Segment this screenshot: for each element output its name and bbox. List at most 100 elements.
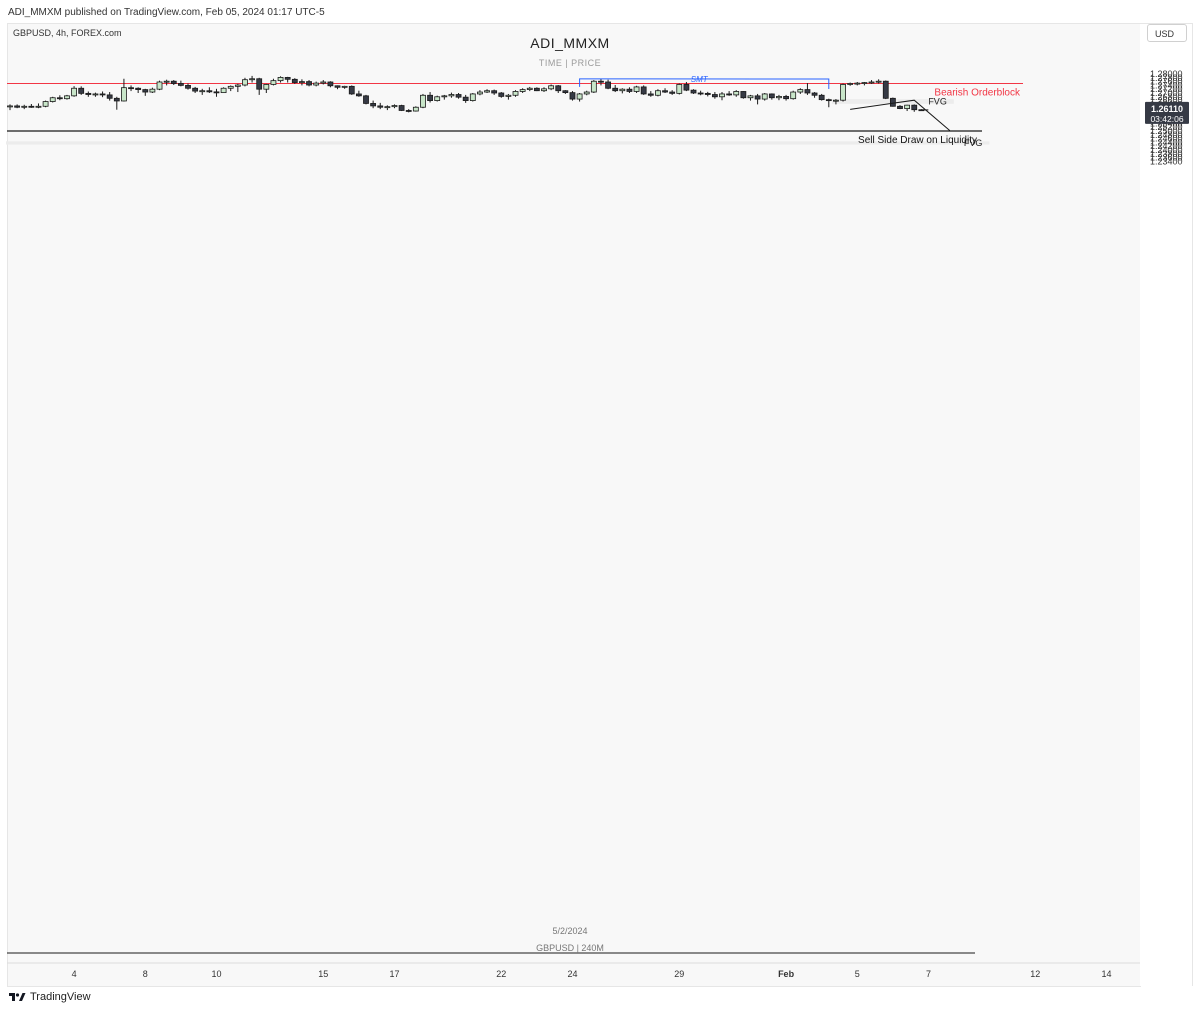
candle-body	[434, 96, 441, 101]
candle-body	[249, 78, 255, 81]
x-tick-label: 15	[318, 969, 328, 979]
candle-body	[384, 106, 391, 109]
candle-body	[7, 105, 13, 108]
footer-date: 5/2/2024	[552, 926, 588, 936]
candle-body	[811, 92, 818, 96]
x-tick-label: 5	[855, 969, 860, 979]
candle-body	[405, 110, 412, 112]
candle-body	[818, 94, 825, 101]
smt-line	[579, 78, 830, 89]
currency-button[interactable]: USD	[1147, 24, 1187, 42]
candle-body	[99, 93, 106, 96]
candle-body	[213, 91, 220, 94]
candle-body	[256, 78, 263, 90]
candle-body	[455, 94, 462, 98]
candle-body	[277, 77, 284, 82]
current-price-label: 1.26110	[1151, 104, 1183, 114]
candle-body	[398, 105, 405, 111]
candle-body	[533, 87, 540, 92]
candle-body	[626, 88, 633, 92]
y-tick-label: 1.27600	[1150, 77, 1183, 87]
candle-body	[612, 87, 619, 92]
candle-body	[861, 82, 868, 84]
candle-body	[719, 93, 725, 98]
candle-body	[897, 105, 903, 109]
candle-body	[904, 104, 911, 109]
x-tick-label: 14	[1101, 969, 1111, 979]
candle-body	[185, 84, 191, 89]
candle-body	[220, 87, 227, 94]
price-axis-panel[interactable]	[1140, 23, 1193, 986]
candle-body	[56, 97, 63, 100]
bearish-orderblock-label: Bearish Orderblock	[934, 87, 1021, 98]
candle-body	[427, 94, 433, 101]
candle-body	[505, 94, 512, 97]
candle-body	[797, 89, 804, 93]
candle-body	[21, 105, 28, 108]
chart-title: ADI_MMXM	[530, 35, 610, 51]
y-tick-label: 1.23400	[1150, 156, 1183, 166]
candle-body	[676, 84, 683, 94]
candle-body	[498, 92, 505, 97]
candle-body	[911, 104, 918, 111]
x-tick-label: 4	[72, 969, 77, 979]
candle-body	[334, 85, 341, 88]
candle-body	[726, 93, 733, 96]
candle-body	[177, 83, 184, 86]
x-tick-label: 24	[567, 969, 577, 979]
candle-body	[142, 89, 149, 93]
candle-body	[348, 85, 355, 95]
candle-body	[71, 87, 77, 97]
symbol-info: GBPUSD, 4h, FOREX.com	[13, 28, 122, 38]
candle-body	[754, 95, 761, 100]
candle-body	[14, 105, 21, 108]
candle-body	[598, 80, 604, 83]
y-tick-label: 1.28000	[1150, 69, 1183, 79]
candle-body	[740, 91, 747, 99]
y-tick-label: 1.24200	[1150, 141, 1183, 151]
candle-body	[469, 93, 476, 101]
y-tick-label: 1.23800	[1150, 149, 1183, 159]
candle-body	[840, 84, 846, 101]
tradingview-brand[interactable]: TradingView	[8, 991, 91, 1003]
x-tick-label: 8	[143, 969, 148, 979]
candle-body	[306, 81, 312, 86]
candle-body	[313, 82, 320, 86]
candle-body	[192, 87, 199, 92]
candle-body	[768, 93, 775, 99]
chart-subtitle: TIME | PRICE	[538, 58, 602, 68]
candle-body	[299, 81, 305, 83]
y-tick-label: 1.24600	[1150, 134, 1183, 144]
candle-body	[882, 80, 889, 99]
chart-title-block: ADI_MMXM TIME | PRICE	[0, 35, 1140, 68]
candle-body	[619, 88, 626, 92]
x-tick-label: 29	[674, 969, 684, 979]
candle-body	[128, 87, 134, 90]
candle-body	[199, 90, 206, 93]
candle-body	[42, 101, 49, 107]
candle-body	[605, 81, 611, 89]
candle-body	[121, 87, 127, 102]
candle-body	[163, 80, 170, 83]
candle-body	[548, 85, 555, 90]
candle-body	[847, 83, 854, 85]
candle-body	[170, 80, 177, 84]
fvg-zone	[6, 141, 990, 145]
candle-body	[206, 90, 213, 93]
candle-body	[690, 89, 697, 94]
candle-body	[868, 81, 875, 84]
candle-body	[156, 81, 163, 90]
candle-body	[92, 93, 99, 96]
x-tick-label: 7	[926, 969, 931, 979]
candle-body	[697, 92, 704, 95]
chart-panel[interactable]	[7, 23, 1141, 987]
candle-body	[747, 95, 754, 99]
y-tick-label: 1.27400	[1150, 80, 1183, 90]
candle-body	[149, 88, 156, 93]
candle-body	[363, 95, 369, 104]
candle-body	[647, 93, 654, 96]
candle-body	[733, 91, 740, 96]
candle-body	[683, 84, 690, 91]
candle-body	[633, 86, 640, 92]
